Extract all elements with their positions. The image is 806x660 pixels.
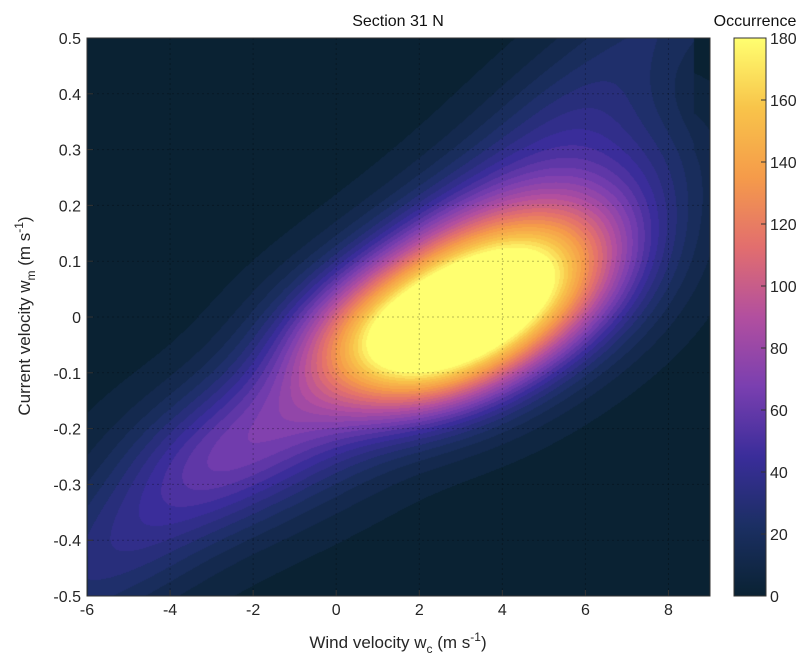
colorbar-tick-label: 80 <box>770 341 788 358</box>
x-tick-label: 8 <box>664 602 673 619</box>
y-tick-label: -0.4 <box>53 533 81 550</box>
plot-area <box>87 38 710 596</box>
x-tick-label: -2 <box>246 602 260 619</box>
colorbar-tick-label: 140 <box>770 155 797 172</box>
heatmap-field <box>87 38 710 596</box>
y-tick-label: -0.3 <box>53 477 81 494</box>
colorbar-tick-label: 160 <box>770 93 797 110</box>
y-axis-label: Current velocity wm (m s-1) <box>12 216 38 415</box>
y-tick-label: 0.1 <box>59 254 81 271</box>
colorbar-label: Occurrence <box>714 13 797 30</box>
x-tick-label: 6 <box>581 602 590 619</box>
y-tick-label: 0.3 <box>59 143 81 160</box>
colorbar-tick-label: 60 <box>770 403 788 420</box>
colorbar-tick-label: 40 <box>770 465 788 482</box>
x-tick-label: 2 <box>415 602 424 619</box>
x-tick-label: -6 <box>80 602 94 619</box>
colorbar: 0 20 40 60 80 100 120 140 160 180 <box>733 31 797 606</box>
x-tick-label: 4 <box>498 602 507 619</box>
y-tick-label: 0.5 <box>59 31 81 48</box>
x-tick-label: -4 <box>163 602 177 619</box>
y-tick-label: -0.5 <box>53 589 81 606</box>
colorbar-tick-label: 100 <box>770 279 797 296</box>
y-tick-label: 0.4 <box>59 87 81 104</box>
chart-title: Section 31 N <box>352 13 444 30</box>
x-tick-label: 0 <box>332 602 341 619</box>
x-axis-ticks: -6 -4 -2 0 2 4 6 8 <box>80 590 673 619</box>
colorbar-gradient <box>733 37 767 597</box>
colorbar-tick-label: 20 <box>770 527 788 544</box>
colorbar-tick-label: 0 <box>770 589 779 606</box>
y-tick-label: -0.2 <box>53 422 81 439</box>
x-axis-label: Wind velocity wc (m s-1) <box>309 630 486 656</box>
y-axis-ticks: -0.5 -0.4 -0.3 -0.2 -0.1 0 0.1 0.2 0.3 0.4 0.5 <box>53 31 93 606</box>
y-tick-label: 0.2 <box>59 198 81 215</box>
y-tick-label: -0.1 <box>53 366 81 383</box>
y-tick-label: 0 <box>72 310 81 327</box>
colorbar-tick-label: 180 <box>770 31 797 48</box>
colorbar-tick-label: 120 <box>770 217 797 234</box>
